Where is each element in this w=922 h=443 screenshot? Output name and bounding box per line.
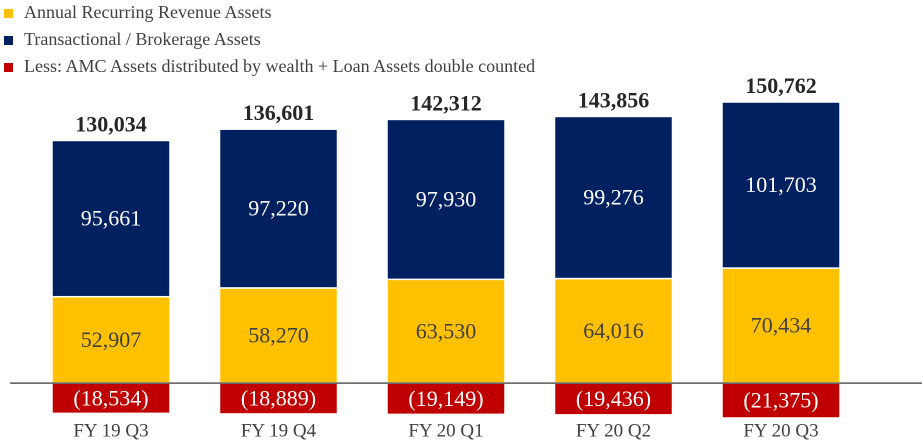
value-label: 95,661 <box>81 206 142 231</box>
legend-label: Less: AMC Assets distributed by wealth +… <box>24 56 535 76</box>
bar-segment <box>553 115 674 280</box>
x-tick-label: FY 19 Q3 <box>73 420 148 441</box>
value-label: 64,016 <box>583 318 644 343</box>
bar-segment <box>721 267 841 384</box>
bar-segment <box>553 382 674 416</box>
bar-segment <box>218 287 339 384</box>
value-label: 52,907 <box>81 327 142 352</box>
value-label: 99,276 <box>583 185 644 210</box>
legend-swatch <box>4 9 13 18</box>
value-label: 97,930 <box>416 186 477 211</box>
bar-segment <box>218 382 339 415</box>
value-label: 70,434 <box>751 313 812 338</box>
total-label: 142,312 <box>410 90 482 115</box>
value-label: (18,534) <box>73 385 148 410</box>
value-label: 58,270 <box>248 323 309 348</box>
total-label: 130,034 <box>75 112 147 137</box>
bar-segment <box>51 295 171 384</box>
total-label: 136,601 <box>243 100 315 125</box>
total-label: 150,762 <box>745 73 817 98</box>
value-label: 63,530 <box>416 318 477 343</box>
bar-segment <box>721 101 841 269</box>
value-label: (19,149) <box>408 386 483 411</box>
bar-segment <box>386 118 506 281</box>
bar-segment <box>721 382 841 419</box>
x-tick-label: FY 20 Q1 <box>408 420 483 441</box>
bar-segment <box>51 139 171 298</box>
value-label: (21,375) <box>743 388 818 413</box>
value-label: 101,703 <box>745 172 817 197</box>
legend-swatch <box>4 36 13 45</box>
x-tick-label: FY 20 Q2 <box>576 420 651 441</box>
x-tick-label: FY 19 Q4 <box>241 420 317 441</box>
legend-label: Transactional / Brokerage Assets <box>24 29 261 49</box>
x-tick-label: FY 20 Q3 <box>743 420 818 441</box>
bar-segment <box>218 128 339 289</box>
bar-segment <box>386 382 506 416</box>
legend-label: Annual Recurring Revenue Assets <box>24 2 271 22</box>
value-label: 97,220 <box>248 196 309 221</box>
legend-swatch <box>4 63 13 72</box>
value-label: (19,436) <box>576 386 651 411</box>
value-label: (18,889) <box>241 386 316 411</box>
bar-segment <box>553 277 674 384</box>
total-label: 143,856 <box>578 87 650 112</box>
